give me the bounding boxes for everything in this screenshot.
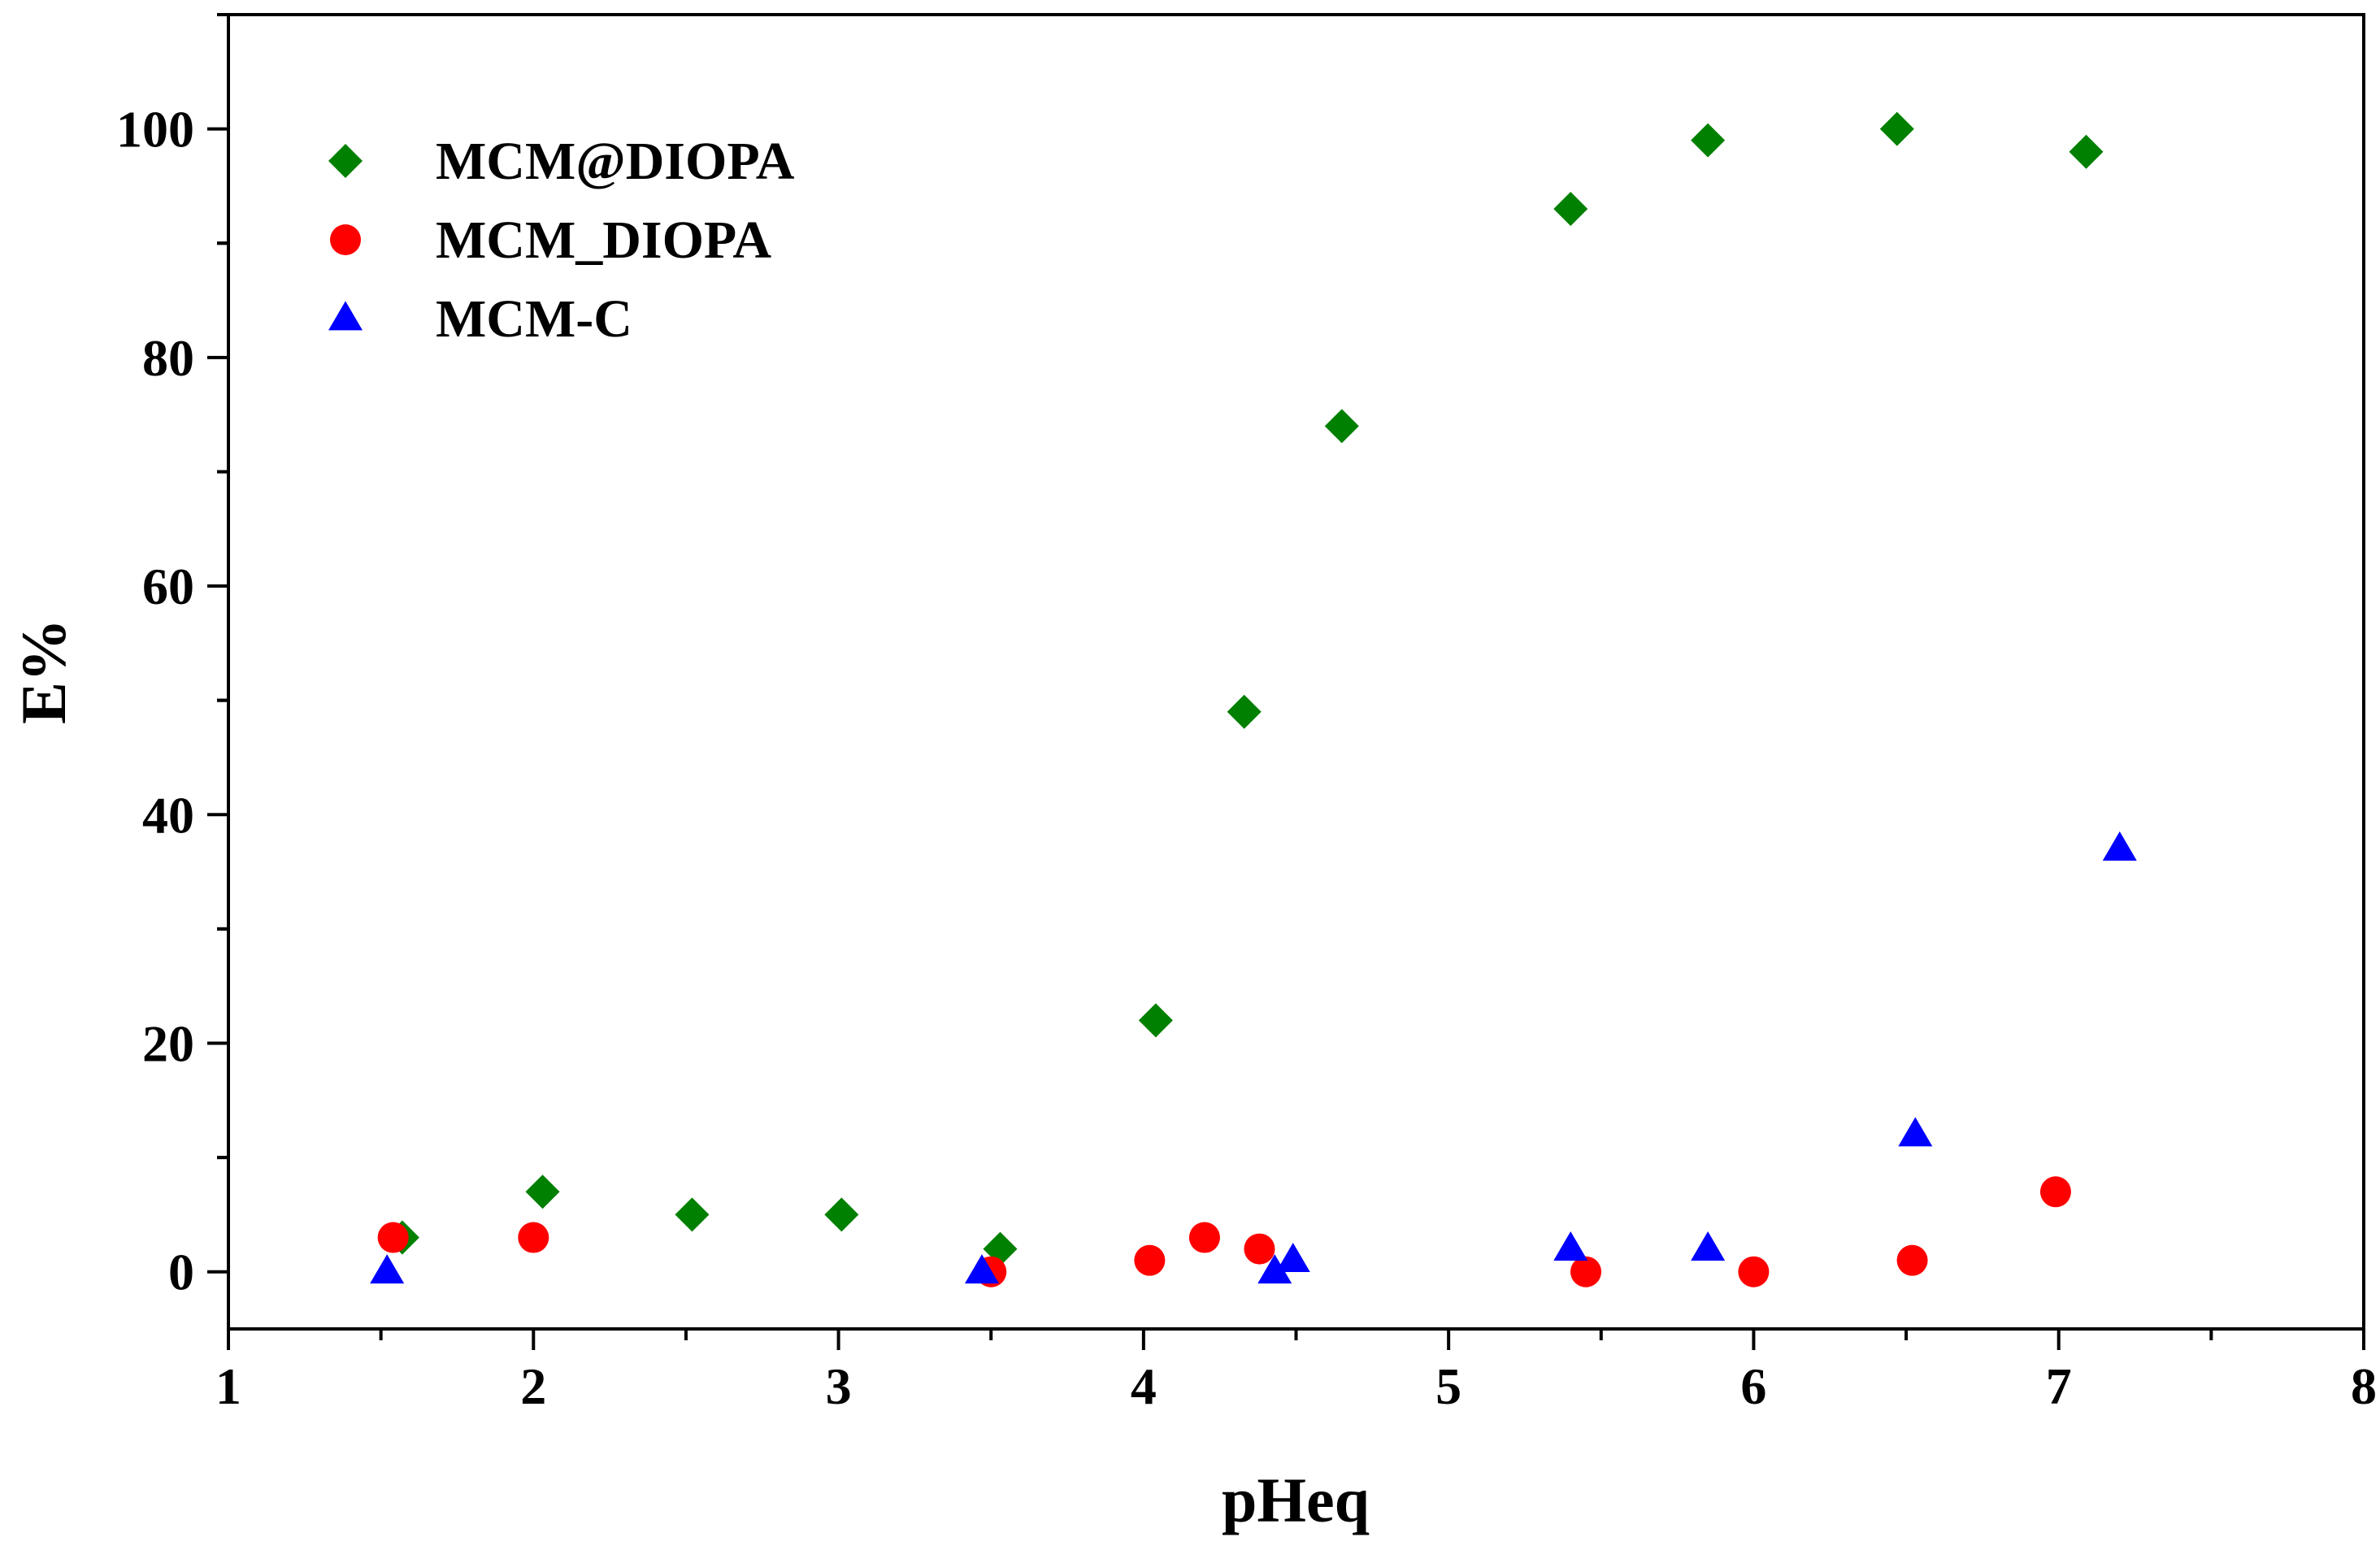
legend: MCM@DIOPA MCM_DIOPA MCM-C bbox=[328, 132, 795, 349]
x-tick-label: 3 bbox=[826, 1357, 852, 1415]
data-point-mcm-diopa bbox=[824, 1197, 859, 1232]
data-point-mcm-diopa bbox=[1227, 694, 1262, 729]
data-point-mcm-c bbox=[1257, 1254, 1292, 1284]
x-tick-label: 1 bbox=[215, 1357, 241, 1415]
y-tick-label: 0 bbox=[168, 1244, 194, 1301]
y-axis: 0 20 40 60 80 100 bbox=[116, 13, 228, 1301]
data-point-mcm-c bbox=[1275, 1243, 1310, 1273]
legend-marker bbox=[328, 144, 363, 178]
legend-label: MCM-C bbox=[436, 289, 632, 349]
data-point-mcm-diopa bbox=[518, 1222, 549, 1253]
data-markers bbox=[370, 111, 2137, 1287]
x-axis-title: pHeq bbox=[1222, 1465, 1370, 1535]
y-tick-label: 40 bbox=[142, 786, 194, 844]
data-point-mcm-diopa bbox=[1138, 1003, 1173, 1038]
x-tick-label: 4 bbox=[1131, 1357, 1157, 1415]
data-point-mcm-diopa bbox=[675, 1197, 710, 1232]
data-point-mcm-diopa bbox=[1738, 1256, 1770, 1287]
x-axis: 1 2 3 4 5 6 7 8 bbox=[215, 1329, 2377, 1415]
data-point-mcm-diopa bbox=[1244, 1233, 1275, 1265]
data-point-mcm-diopa bbox=[1324, 409, 1359, 444]
data-point-mcm-c bbox=[1898, 1117, 1933, 1147]
data-point-mcm-diopa bbox=[2069, 134, 2104, 169]
data-point-mcm-diopa bbox=[1570, 1256, 1602, 1287]
data-point-mcm-c bbox=[964, 1254, 999, 1284]
legend-marker bbox=[328, 301, 363, 331]
y-tick-label: 20 bbox=[142, 1014, 194, 1072]
data-point-mcm-c bbox=[2102, 831, 2137, 861]
data-point-mcm-diopa bbox=[1553, 192, 1588, 227]
legend-label: MCM@DIOPA bbox=[436, 132, 795, 191]
data-point-mcm-diopa bbox=[525, 1174, 560, 1209]
x-tick-label: 7 bbox=[2046, 1357, 2072, 1415]
legend-label: MCM_DIOPA bbox=[436, 211, 771, 270]
x-tick-label: 6 bbox=[1740, 1357, 1766, 1415]
y-axis-title: E% bbox=[8, 619, 79, 724]
data-point-mcm-c bbox=[370, 1254, 405, 1284]
x-tick-label: 5 bbox=[1435, 1357, 1461, 1415]
data-point-mcm-diopa bbox=[1188, 1222, 1220, 1253]
data-point-mcm-c bbox=[1691, 1231, 1726, 1261]
data-point-mcm-diopa bbox=[377, 1222, 409, 1253]
x-tick-label: 8 bbox=[2351, 1357, 2377, 1415]
y-tick-label: 100 bbox=[116, 101, 194, 158]
data-point-mcm-c bbox=[1553, 1231, 1588, 1261]
y-tick-label: 60 bbox=[142, 558, 194, 615]
data-point-mcm-diopa bbox=[1879, 111, 1914, 146]
data-point-mcm-diopa bbox=[1134, 1244, 1166, 1276]
x-tick-label: 2 bbox=[520, 1357, 546, 1415]
legend-marker bbox=[330, 224, 361, 255]
y-tick-label: 80 bbox=[142, 329, 194, 387]
data-point-mcm-diopa bbox=[2039, 1176, 2071, 1208]
data-point-mcm-diopa bbox=[1691, 123, 1726, 158]
data-point-mcm-diopa bbox=[1896, 1244, 1928, 1276]
